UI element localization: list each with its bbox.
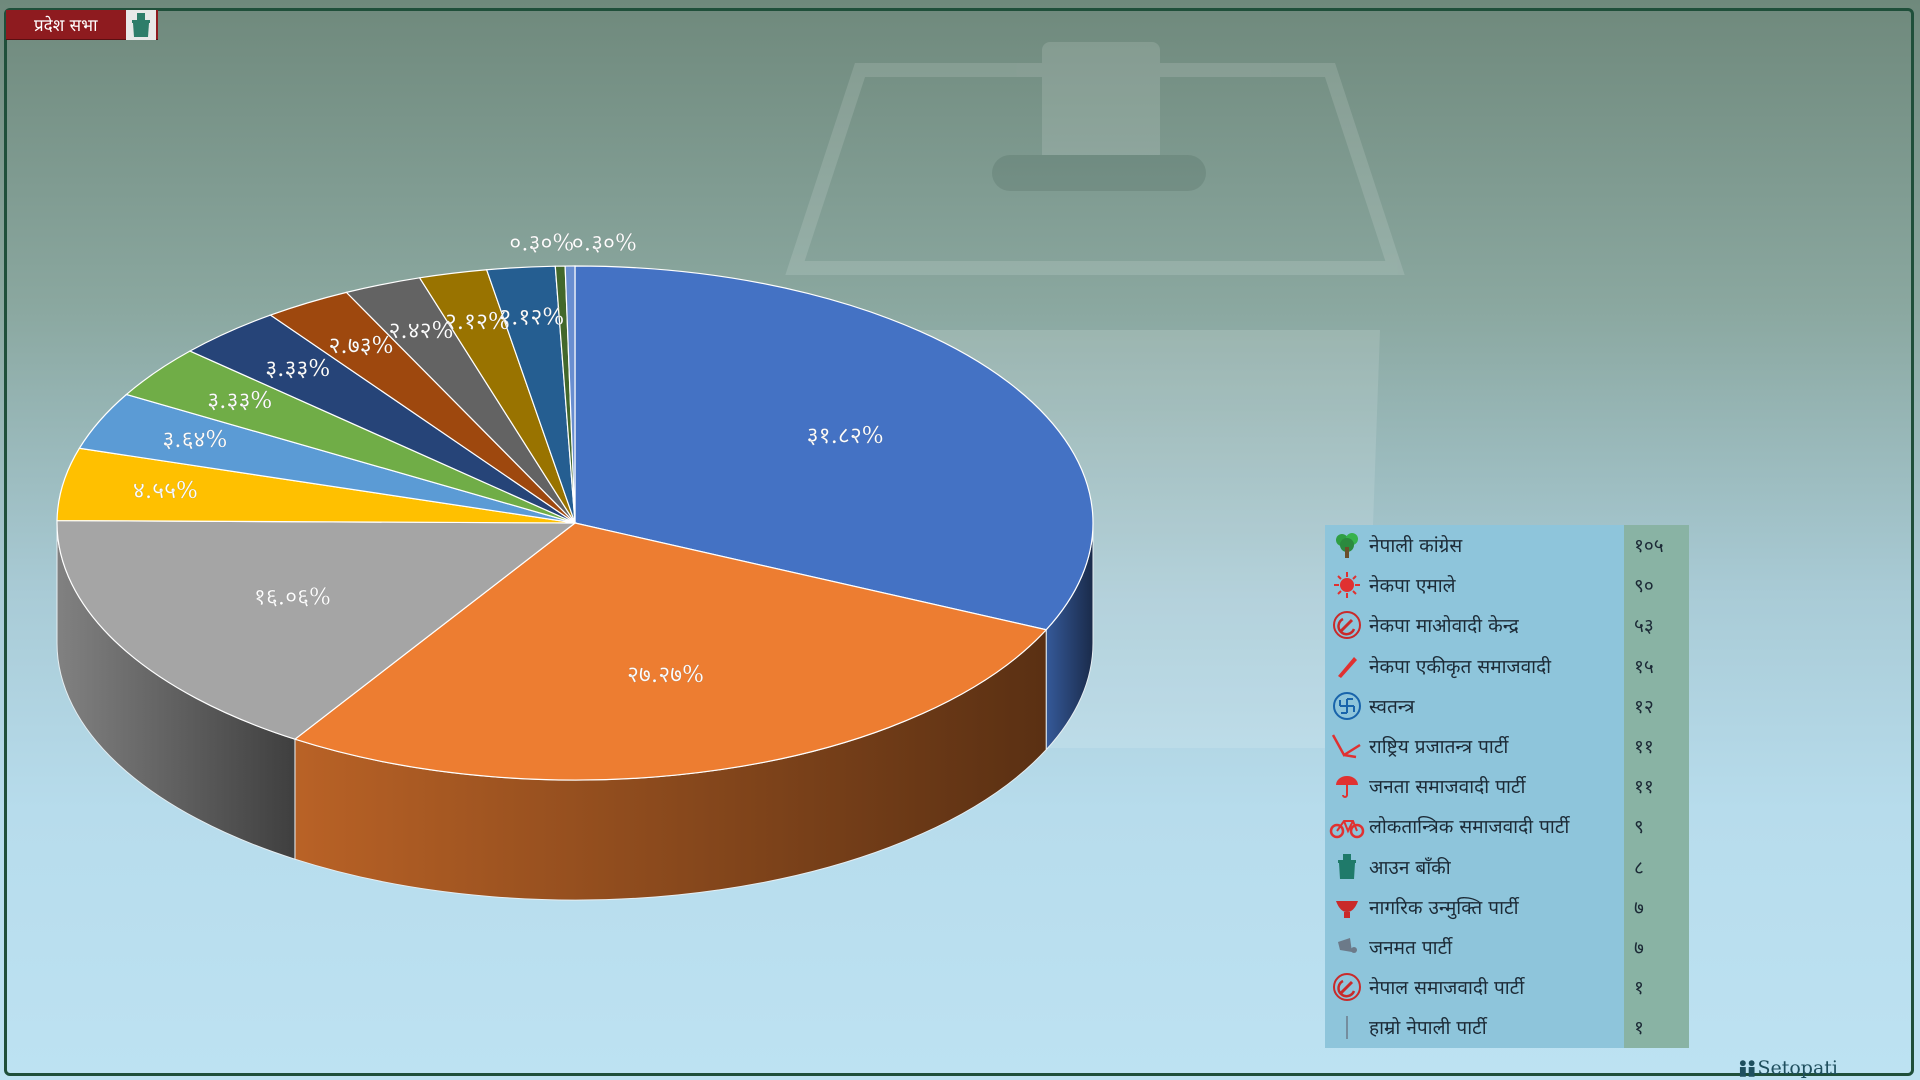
pie-slice-2 (56, 519, 577, 740)
logo-text: Setopati (1757, 1057, 1838, 1079)
legend-item-name: जनमत पार्टी (1369, 936, 1453, 959)
legend-item-count: १२ (1634, 695, 1654, 718)
legend-item-count: ८ (1634, 856, 1644, 879)
legend-item-count: १०५ (1634, 535, 1664, 558)
legend-item-count: ११ (1634, 736, 1654, 759)
legend-item-name: नेकपा एकीकृत समाजवादी (1369, 655, 1552, 678)
legend-item-count: ५३ (1634, 615, 1654, 638)
legend-item: स्वतन्त्र (1325, 686, 1624, 726)
legend-item: जनता समाजवादी पार्टी (1325, 766, 1624, 806)
legend-item-count: १ (1634, 1017, 1644, 1040)
people-icon (1739, 1060, 1755, 1077)
sun-icon (1325, 565, 1369, 605)
umbrella-icon (1325, 766, 1369, 806)
header-title: प्रदेश सभा (34, 16, 98, 36)
ballot-box-icon (126, 9, 156, 40)
legend-item-name: राष्ट्रिय प्रजातन्त्र पार्टी (1369, 736, 1509, 759)
pie-label-7: २.७३% (328, 333, 393, 359)
legend-item-count: ९ (1634, 816, 1644, 839)
tree-icon (1325, 525, 1369, 565)
legend-item: नागरिक उन्मुक्ति पार्टी (1325, 887, 1624, 927)
legend-item: राष्ट्रिय प्रजातन्त्र पार्टी (1325, 726, 1624, 766)
pie-label-9: २.१२% (445, 309, 510, 335)
pie-side-walls (56, 522, 1094, 901)
pie-label-3: ४.५५% (133, 478, 198, 504)
legend-item: नेकपा एमाले (1325, 565, 1624, 605)
pie-label-6: ३.३३% (265, 356, 330, 382)
legend-item-name: नेपाली कांग्रेस (1369, 535, 1463, 558)
legend-item-count: १ (1634, 977, 1644, 1000)
legend-item-count: ११ (1634, 776, 1654, 799)
legend-item-name: आउन बाँकी (1369, 856, 1451, 879)
legend-item-name: नेकपा एमाले (1369, 575, 1456, 598)
chart-frame (4, 8, 1914, 1076)
pie-label-12: ०.३०% (509, 231, 574, 257)
bowl-icon (1325, 887, 1369, 927)
pie-label-0: ३१.८२% (807, 423, 884, 449)
legend-item-count: १५ (1634, 655, 1654, 678)
legend-item-name: स्वतन्त्र (1369, 695, 1415, 718)
legend-names-column: नेपाली कांग्रेस नेकपा एमाले नेकपा माओवादी … (1325, 525, 1624, 1048)
legend-item-name: नेपाल समाजवादी पार्टी (1369, 977, 1525, 1000)
legend-item: जनमत पार्टी (1325, 927, 1624, 967)
legend-item-name: नेकपा माओवादी केन्द्र (1369, 615, 1519, 638)
legend-item: नेपाली कांग्रेस (1325, 525, 1624, 565)
plough-icon (1325, 726, 1369, 766)
legend-item-name: लोकतान्त्रिक समाजवादी पार्टी (1369, 816, 1570, 839)
legend-item: नेकपा एकीकृत समाजवादी (1325, 646, 1624, 686)
pen-icon (1325, 646, 1369, 686)
legend-item-name: नागरिक उन्मुक्ति पार्टी (1369, 896, 1519, 919)
pie-slices (56, 265, 1094, 781)
pie-slice-0 (574, 265, 1094, 631)
legend-item-count: ७ (1634, 936, 1644, 959)
header-tab: प्रदेश सभा (6, 9, 158, 40)
legend-item-name: हाम्रो नेपाली पार्टी (1369, 1017, 1487, 1040)
legend-item: लोकतान्त्रिक समाजवादी पार्टी (1325, 806, 1624, 846)
pie-slice-1 (293, 522, 1048, 781)
hammer-sickle-icon (1325, 967, 1369, 1007)
pie-label-2: १६.०६% (254, 585, 331, 611)
pie-labels: ३१.८२%२७.२७%१६.०६%४.५५%३.६४%३.३३%३.३३%२.… (133, 230, 884, 688)
pie-label-5: ३.३३% (207, 388, 272, 414)
legend-item-name: जनता समाजवादी पार्टी (1369, 776, 1526, 799)
ballot-box-icon (1325, 847, 1369, 887)
stick-icon (1325, 1007, 1369, 1047)
legend-counts-column: १०५ ९० ५३ १५ १२ ११ ११ ९ ८ ७ ७ १ १ (1624, 525, 1689, 1048)
legend: नेपाली कांग्रेस नेकपा एमाले नेकपा माओवादी … (1325, 525, 1689, 1048)
legend-item-count: ७ (1634, 896, 1644, 919)
legend-item: नेकपा माओवादी केन्द्र (1325, 605, 1624, 645)
pie-label-1: २७.२७% (627, 662, 704, 688)
hammer-sickle-icon (1325, 605, 1369, 645)
legend-item: नेपाल समाजवादी पार्टी (1325, 967, 1624, 1007)
bicycle-icon (1325, 806, 1369, 846)
setopati-logo: Setopati (1738, 1056, 1838, 1080)
swastika-icon (1325, 686, 1369, 726)
pie-label-10: २.१२% (499, 305, 564, 331)
pie-slice-12 (564, 265, 576, 524)
pie-label-11: ०.३०% (572, 231, 637, 257)
legend-item: हाम्रो नेपाली पार्टी (1325, 1007, 1624, 1047)
legend-item-count: ९० (1634, 575, 1654, 598)
pie-label-8: २.४२% (388, 318, 453, 344)
pie-label-4: ३.६४% (162, 427, 227, 453)
loudspeaker-icon (1325, 927, 1369, 967)
legend-item: आउन बाँकी (1325, 847, 1624, 887)
